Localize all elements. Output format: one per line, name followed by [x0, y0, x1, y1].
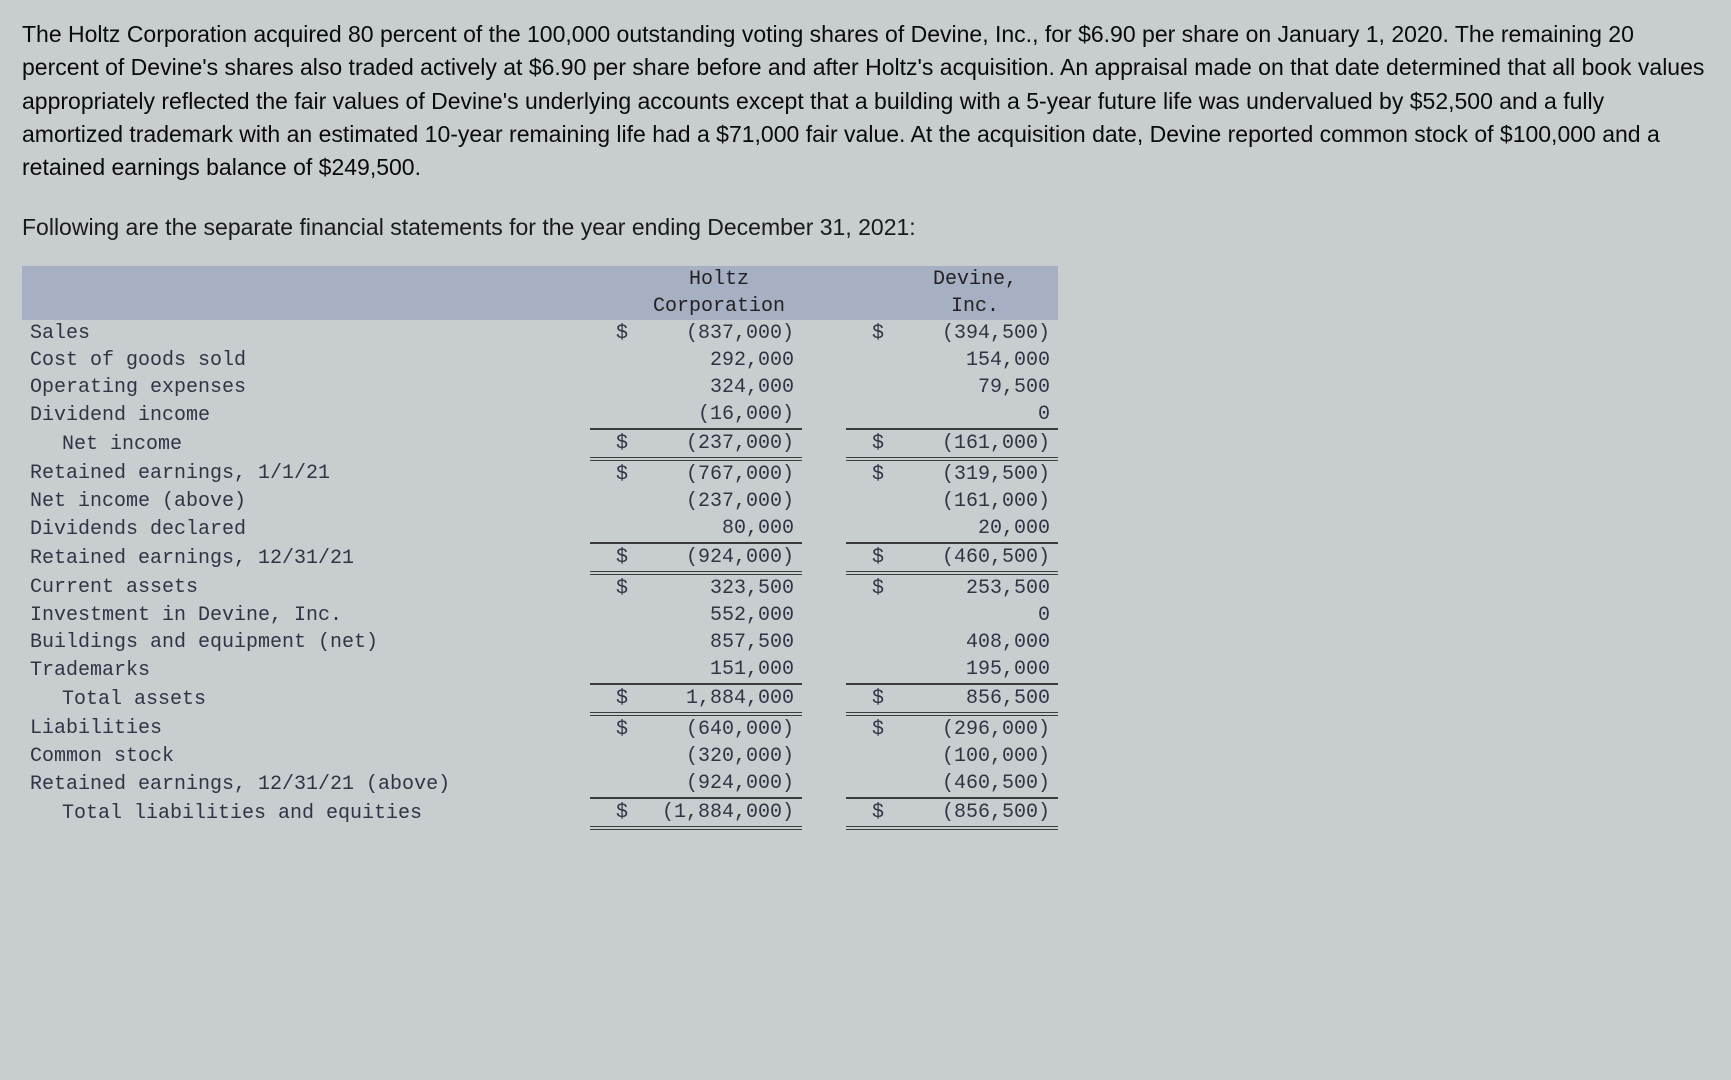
table-row: Retained earnings, 12/31/21 (above) (924… [22, 770, 1058, 798]
table-row: Common stock (320,000) (100,000) [22, 743, 1058, 770]
col-header-devine-2: Inc. [892, 293, 1058, 320]
table-row-total: Total liabilities and equities $ (1,884,… [22, 798, 1058, 828]
table-row: Dividend income (16,000) 0 [22, 401, 1058, 429]
table-header-row-1: Holtz Devine, [22, 266, 1058, 293]
table-row: Investment in Devine, Inc. 552,000 0 [22, 602, 1058, 629]
table-row-total: Retained earnings, 12/31/21 $ (924,000) … [22, 543, 1058, 573]
page-container: The Holtz Corporation acquired 80 percen… [0, 0, 1731, 848]
lead-sentence: Following are the separate financial sta… [22, 211, 1709, 244]
table-row: Net income (above) (237,000) (161,000) [22, 488, 1058, 515]
table-row: Liabilities $ (640,000) $ (296,000) [22, 714, 1058, 743]
col-header-devine-1: Devine, [892, 266, 1058, 293]
table-row: Retained earnings, 1/1/21 $ (767,000) $ … [22, 459, 1058, 488]
table-row: Dividends declared 80,000 20,000 [22, 515, 1058, 543]
narrative-paragraph: The Holtz Corporation acquired 80 percen… [22, 18, 1709, 185]
row-label: Sales [22, 320, 590, 347]
table-row: Sales $ (837,000) $ (394,500) [22, 320, 1058, 347]
table-row: Buildings and equipment (net) 857,500 40… [22, 629, 1058, 656]
table-row: Cost of goods sold 292,000 154,000 [22, 347, 1058, 374]
col-header-holtz-2: Corporation [636, 293, 802, 320]
table-row-total: Net income $ (237,000) $ (161,000) [22, 429, 1058, 459]
table-row: Current assets $ 323,500 $ 253,500 [22, 573, 1058, 602]
col-header-holtz-1: Holtz [636, 266, 802, 293]
table-row: Trademarks 151,000 195,000 [22, 656, 1058, 684]
financial-statements-table: Holtz Devine, Corporation Inc. Sales $ (… [22, 266, 1058, 830]
table-row: Operating expenses 324,000 79,500 [22, 374, 1058, 401]
table-header-row-2: Corporation Inc. [22, 293, 1058, 320]
table-row-total: Total assets $ 1,884,000 $ 856,500 [22, 684, 1058, 714]
